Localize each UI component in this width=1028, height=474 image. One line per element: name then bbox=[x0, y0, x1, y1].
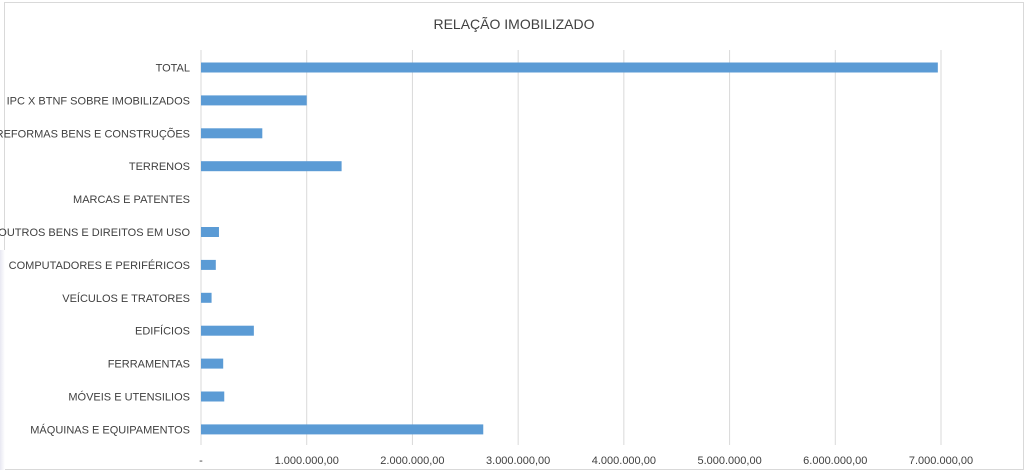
gridlines bbox=[200, 50, 942, 445]
category-label-4: MARCAS E PATENTES bbox=[73, 194, 190, 206]
category-label-10: MÓVEIS E UTENSILIOS bbox=[68, 391, 190, 404]
bar-0 bbox=[201, 62, 938, 73]
bar-7 bbox=[201, 292, 212, 303]
category-label-5: OUTROS BENS E DIREITOS EM USO bbox=[0, 227, 190, 239]
bar-3 bbox=[201, 161, 342, 172]
chart-title: RELAÇÃO IMOBILIZADO bbox=[433, 16, 595, 32]
category-label-6: COMPUTADORES E PERIFÉRICOS bbox=[9, 259, 190, 272]
category-labels: TOTAL IPC X BTNF SOBRE IMOBILIZADOS REFORM… bbox=[0, 63, 190, 437]
x-tick-label-5: 5.000.000,00 bbox=[697, 455, 761, 467]
bar-10 bbox=[201, 391, 225, 402]
category-label-11: MÁQUINAS E EQUIPAMENTOS bbox=[30, 423, 190, 436]
category-label-2: REFORMAS BENS E CONSTRUÇÕES bbox=[0, 127, 190, 140]
bar-5 bbox=[201, 227, 219, 237]
bar-8 bbox=[201, 325, 254, 336]
x-tick-label-6: 6.000.000,00 bbox=[803, 455, 867, 467]
category-label-7: VEÍCULOS E TRATORES bbox=[62, 292, 190, 305]
x-tick-label-7: 7.000.000,00 bbox=[909, 455, 973, 467]
bar-11 bbox=[201, 424, 484, 435]
bars bbox=[201, 62, 938, 435]
bar-2 bbox=[201, 128, 263, 139]
category-label-9: FERRAMENTAS bbox=[108, 359, 190, 371]
x-tick-label-0: - bbox=[199, 455, 203, 467]
x-tick-label-2: 2.000.000,00 bbox=[380, 455, 444, 467]
left-edge-strip bbox=[0, 250, 5, 470]
category-label-8: EDIFÍCIOS bbox=[135, 325, 190, 338]
x-tick-label-1: 1.000.000,00 bbox=[275, 455, 339, 467]
x-tick-label-3: 3.000.000,00 bbox=[486, 455, 550, 467]
chart-frame bbox=[4, 2, 1024, 470]
category-label-3: TERRENOS bbox=[129, 161, 190, 173]
x-tick-label-4: 4.000.000,00 bbox=[592, 455, 656, 467]
bar-9 bbox=[201, 358, 224, 369]
bar-1 bbox=[201, 95, 307, 106]
category-label-1: IPC X BTNF SOBRE IMOBILIZADOS bbox=[7, 95, 190, 107]
category-label-0: TOTAL bbox=[156, 63, 190, 75]
bar-6 bbox=[201, 259, 216, 270]
x-tick-labels: - 1.000.000,00 2.000.000,00 3.000.000,00 4.0… bbox=[199, 455, 973, 467]
